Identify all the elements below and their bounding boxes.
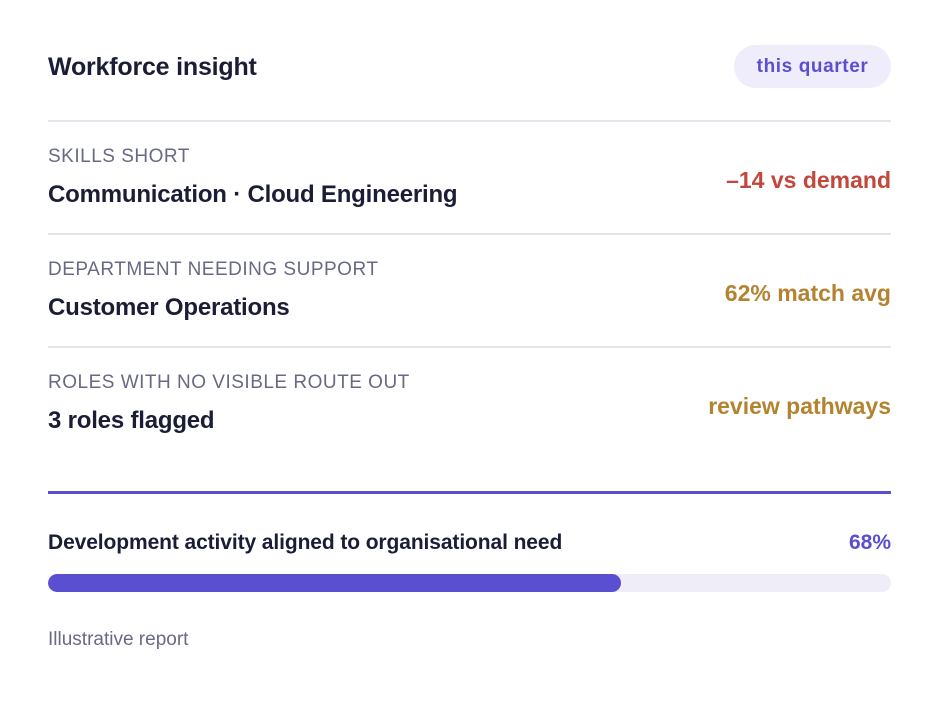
row-label: DEPARTMENT NEEDING SUPPORT [48, 259, 379, 280]
card-header: Workforce insight this quarter [48, 44, 891, 90]
insight-row-department-support: DEPARTMENT NEEDING SUPPORT Customer Oper… [48, 233, 891, 346]
row-label: SKILLS SHORT [48, 146, 190, 167]
insight-row-skills-short: SKILLS SHORT Communication · Cloud Engin… [48, 120, 891, 233]
row-value: Communication · Cloud Engineering [48, 181, 458, 208]
insight-row-roles-no-route: ROLES WITH NO VISIBLE ROUTE OUT 3 roles … [48, 346, 891, 459]
row-metric: –14 vs demand [726, 167, 891, 193]
progress-track [48, 574, 891, 592]
progress-fill [48, 574, 622, 592]
row-value: 3 roles flagged [48, 407, 215, 434]
workforce-insight-card: Workforce insight this quarter SKILLS SH… [48, 0, 891, 702]
accent-divider [48, 491, 891, 494]
progress-label: Development activity aligned to organisa… [48, 531, 563, 554]
period-selector-pill[interactable]: this quarter [734, 45, 891, 88]
row-label: ROLES WITH NO VISIBLE ROUTE OUT [48, 372, 410, 393]
card-title: Workforce insight [48, 53, 257, 81]
insight-rows: SKILLS SHORT Communication · Cloud Engin… [48, 120, 891, 459]
review-pathways-link[interactable]: review pathways [708, 393, 891, 419]
progress-percent: 68% [848, 531, 891, 554]
row-value: Customer Operations [48, 294, 290, 321]
row-metric: 62% match avg [724, 280, 891, 306]
footnote: Illustrative report [48, 629, 189, 650]
